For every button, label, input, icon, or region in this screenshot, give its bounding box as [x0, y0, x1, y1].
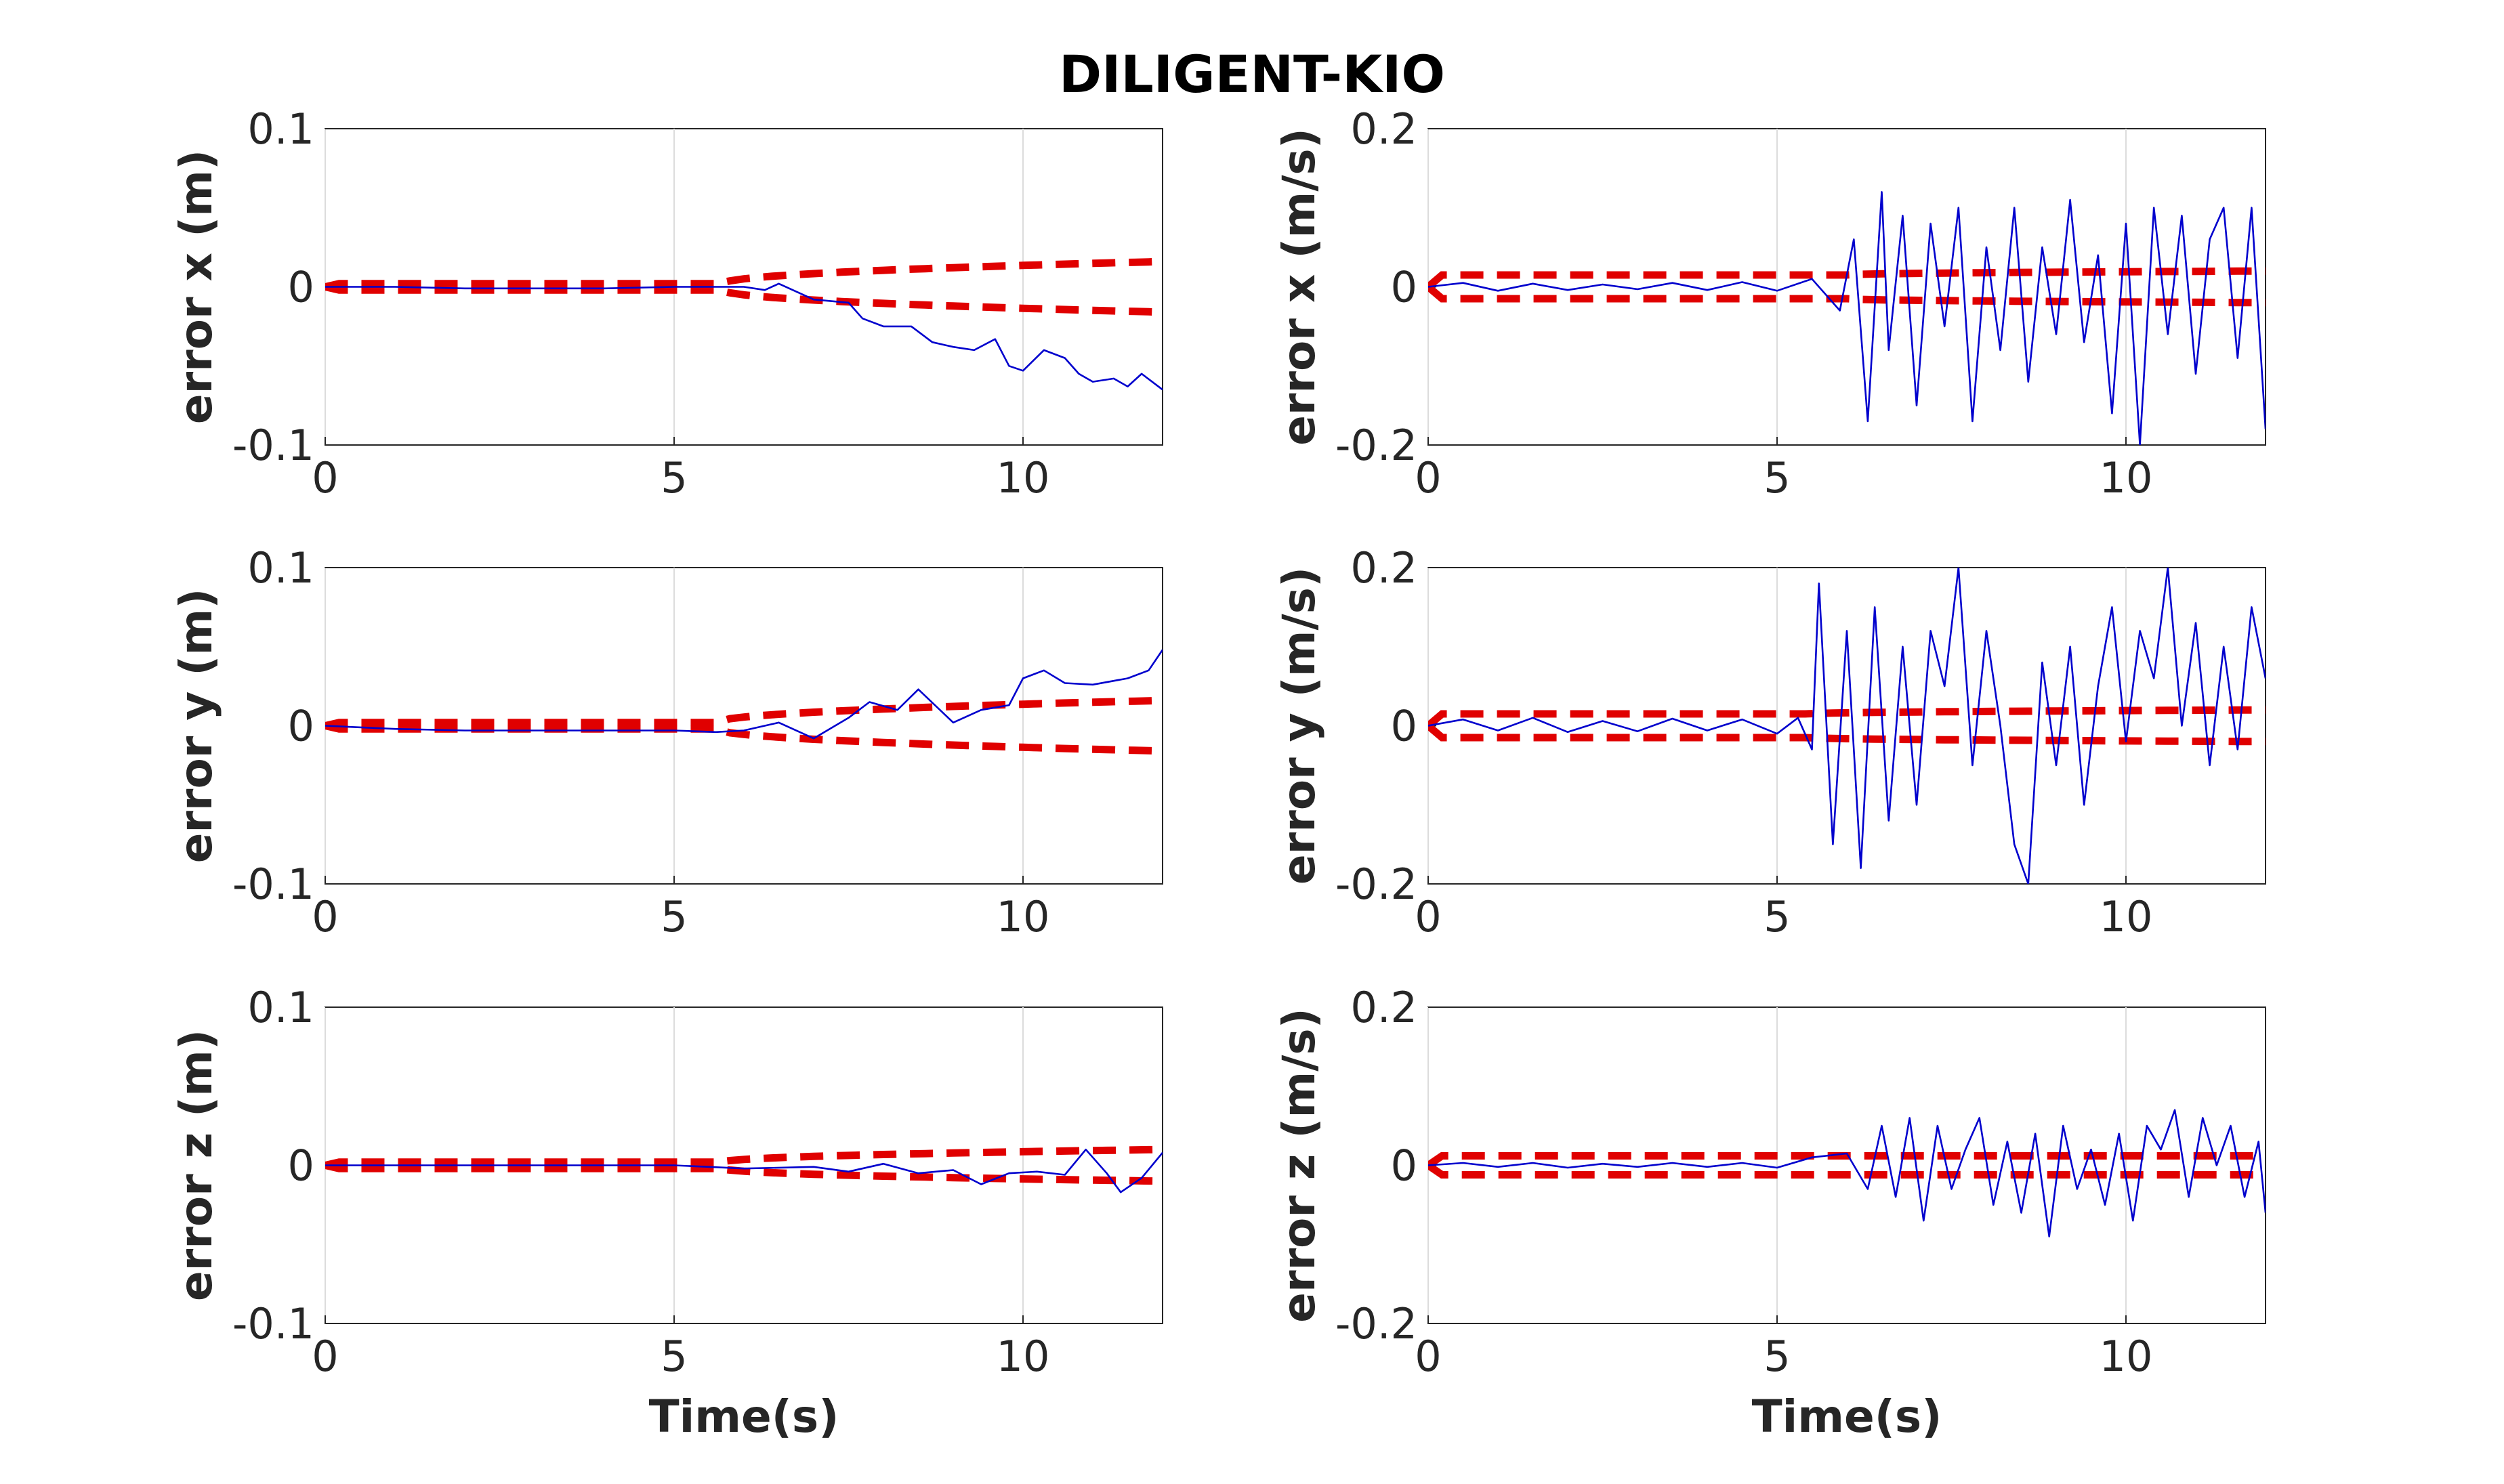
x-tick-label-2: 10 [2100, 892, 2153, 941]
x-tick-label-1: 5 [1764, 892, 1790, 941]
x-tick-label-1: 5 [661, 892, 687, 941]
x-axis-label: Time(s) [649, 1391, 839, 1443]
y-tick-label-1: 0 [288, 1141, 314, 1191]
x-tick-label-0: 0 [312, 453, 338, 503]
y-tick-label-2: 0.1 [247, 543, 314, 593]
x-tick-label-1: 5 [1764, 453, 1790, 503]
x-tick-label-0: 0 [312, 892, 338, 941]
x-tick-label-0: 0 [1415, 892, 1441, 941]
y-axis-label: error x (m/s) [1273, 128, 1325, 446]
y-tick-label-0: -0.2 [1335, 1299, 1417, 1349]
y-tick-label-2: 0.2 [1350, 983, 1417, 1032]
y-tick-label-1: 0 [1391, 263, 1417, 312]
x-tick-label-1: 5 [661, 1332, 687, 1381]
y-tick-label-2: 0.1 [247, 983, 314, 1032]
y-tick-label-1: 0 [1391, 1141, 1417, 1191]
y-tick-label-1: 0 [1391, 702, 1417, 751]
x-tick-label-1: 5 [1764, 1332, 1790, 1381]
covariance-bound-lower [325, 722, 1163, 755]
y-axis-label: error y (m/s) [1273, 567, 1325, 885]
y-tick-label-0: -0.2 [1335, 860, 1417, 909]
x-tick-label-2: 10 [2100, 1332, 2153, 1381]
covariance-bound-upper [325, 257, 1163, 291]
error-series-line [325, 282, 1163, 391]
y-axis-label: error y (m) [170, 589, 222, 864]
y-tick-label-1: 0 [288, 263, 314, 312]
x-tick-label-2: 10 [997, 892, 1050, 941]
y-axis-label: error z (m) [170, 1030, 222, 1301]
error-series-line [325, 1148, 1163, 1193]
error-series-line [325, 649, 1163, 740]
y-tick-label-2: 0.1 [247, 104, 314, 154]
x-tick-label-2: 10 [2100, 453, 2153, 503]
y-tick-label-0: -0.2 [1335, 421, 1417, 470]
covariance-bound-lower [325, 1162, 1163, 1185]
x-tick-label-0: 0 [312, 1332, 338, 1381]
covariance-bound-upper [1428, 1152, 2266, 1169]
covariance-bound-upper [325, 696, 1163, 729]
figure-title: DILIGENT-KIO [1059, 44, 1445, 104]
y-tick-label-0: -0.1 [232, 1299, 314, 1349]
x-axis-label: Time(s) [1752, 1391, 1942, 1443]
y-tick-label-1: 0 [288, 702, 314, 751]
x-tick-label-0: 0 [1415, 453, 1441, 503]
error-series-line [1428, 1109, 2266, 1237]
x-tick-label-2: 10 [997, 1332, 1050, 1381]
error-series-line [1428, 191, 2266, 445]
covariance-bound-lower [1428, 284, 2266, 307]
y-axis-label: error x (m) [170, 150, 222, 424]
error-series-line [1428, 568, 2266, 884]
y-tick-label-0: -0.1 [232, 421, 314, 470]
covariance-bound-lower [325, 283, 1163, 316]
y-tick-label-2: 0.2 [1350, 543, 1417, 593]
x-tick-label-0: 0 [1415, 1332, 1441, 1381]
covariance-bound-upper [325, 1145, 1163, 1169]
y-tick-label-0: -0.1 [232, 860, 314, 909]
y-axis-label: error z (m/s) [1273, 1008, 1325, 1323]
covariance-bound-upper [1428, 706, 2266, 729]
y-tick-label-2: 0.2 [1350, 104, 1417, 154]
x-tick-label-2: 10 [997, 453, 1050, 503]
x-tick-label-1: 5 [661, 453, 687, 503]
